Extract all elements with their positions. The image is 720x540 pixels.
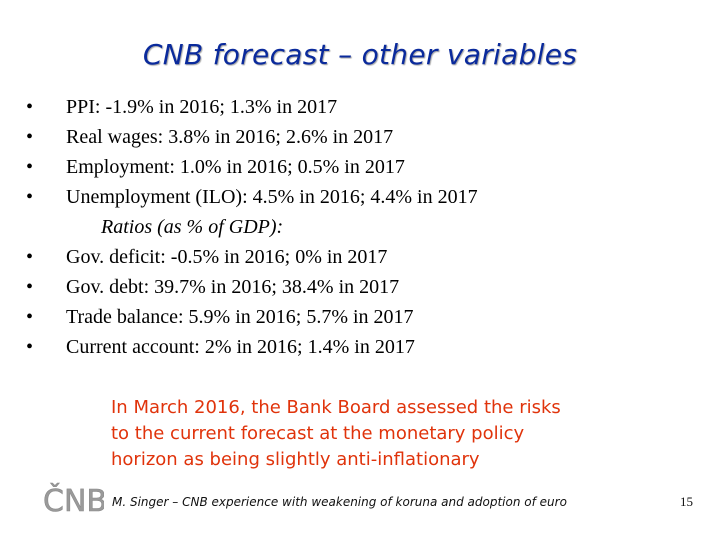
bullet-dot: • [26, 186, 34, 208]
logo-text: ČNB [43, 482, 104, 516]
bullet-text: Unemployment (ILO): 4.5% in 2016; 4.4% i… [66, 186, 478, 208]
bullet-list: • PPI: -1.9% in 2016; 1.3% in 2017 • Rea… [26, 92, 686, 362]
bullet-text: PPI: -1.9% in 2016; 1.3% in 2017 [66, 96, 338, 118]
bullet-dot: • [26, 246, 34, 268]
bullet-dot: • [26, 306, 34, 328]
bullet-text: Employment: 1.0% in 2016; 0.5% in 2017 [66, 156, 405, 178]
bullet-dot: • [26, 156, 34, 178]
bullet-item: • Trade balance: 5.9% in 2016; 5.7% in 2… [26, 302, 686, 332]
ratios-heading: Ratios (as % of GDP): [101, 216, 284, 238]
bullet-dot: • [26, 126, 34, 148]
bullet-text: Current account: 2% in 2016; 1.4% in 201… [66, 336, 415, 358]
risk-note-line: In March 2016, the Bank Board assessed t… [111, 397, 561, 418]
slide-title: CNB forecast – other variables [142, 38, 578, 71]
bullet-dot: • [26, 276, 34, 298]
bullet-text: Gov. debt: 39.7% in 2016; 38.4% in 2017 [66, 276, 400, 298]
page-number: 15 [680, 494, 693, 509]
ratios-heading-line: Ratios (as % of GDP): [26, 212, 686, 242]
bullet-dot: • [26, 96, 34, 118]
cnb-logo-icon: ČNB [43, 482, 104, 516]
risk-note-line: horizon as being slightly anti-inflation… [111, 449, 480, 470]
bullet-item: • Current account: 2% in 2016; 1.4% in 2… [26, 332, 686, 362]
bullet-text: Real wages: 3.8% in 2016; 2.6% in 2017 [66, 126, 394, 148]
bullet-item: • Unemployment (ILO): 4.5% in 2016; 4.4%… [26, 182, 686, 212]
bullet-item: • Gov. debt: 39.7% in 2016; 38.4% in 201… [26, 272, 686, 302]
bullet-text: Gov. deficit: -0.5% in 2016; 0% in 2017 [66, 246, 388, 268]
bullet-item: • Employment: 1.0% in 2016; 0.5% in 2017 [26, 152, 686, 182]
risk-note-line: to the current forecast at the monetary … [111, 423, 525, 444]
bullet-text: Trade balance: 5.9% in 2016; 5.7% in 201… [66, 306, 414, 328]
footer-text: M. Singer – CNB experience with weakenin… [112, 495, 567, 509]
bullet-item: • PPI: -1.9% in 2016; 1.3% in 2017 [26, 92, 686, 122]
risk-note: In March 2016, the Bank Board assessed t… [111, 395, 701, 473]
bullet-item: • Real wages: 3.8% in 2016; 2.6% in 2017 [26, 122, 686, 152]
bullet-item: • Gov. deficit: -0.5% in 2016; 0% in 201… [26, 242, 686, 272]
bullet-dot: • [26, 336, 34, 358]
